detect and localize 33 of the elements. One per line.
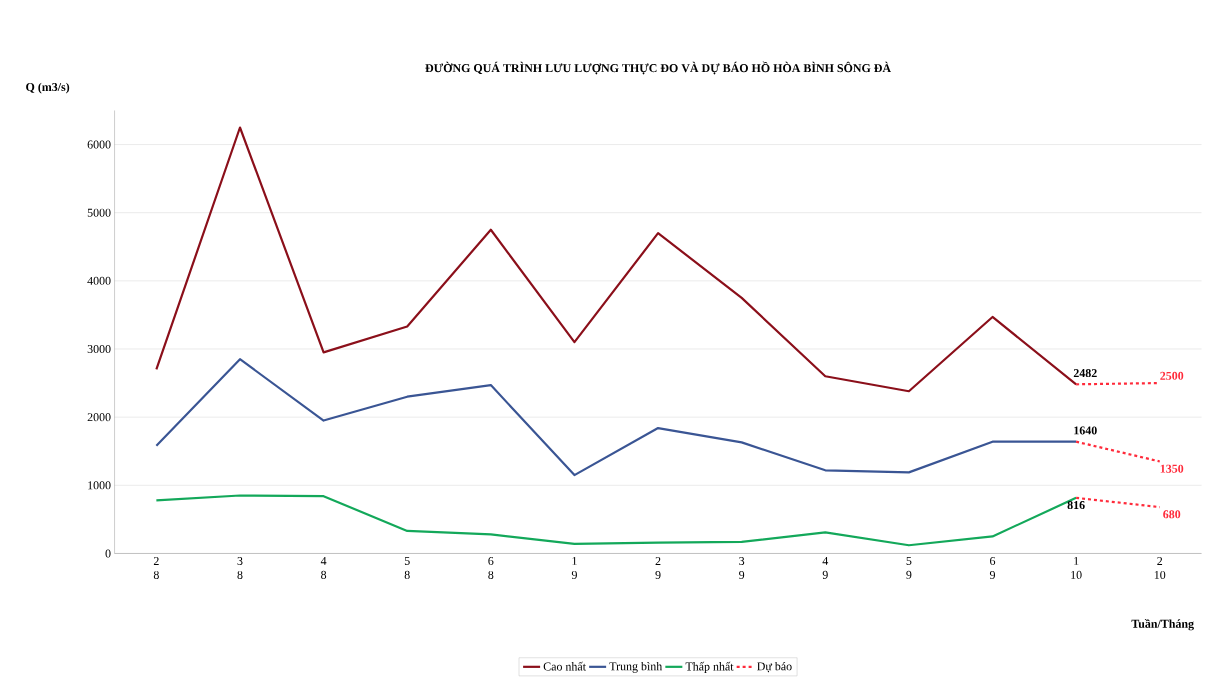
y-tick-label: 0 [105,549,111,558]
x-tick-label: 4 8 [320,556,327,579]
data-label: 816 [1067,501,1085,510]
x-tick-label: 5 8 [404,556,410,579]
x-tick-label: 4 9 [822,556,829,579]
data-label: 1640 [1074,426,1097,435]
legend-label: Trung bình [609,661,663,673]
y-tick-label: 5000 [87,208,111,217]
y-tick-label: 4000 [87,276,111,285]
x-tick-label: 6 9 [989,556,996,579]
y-tick-label: 6000 [87,140,111,149]
data-label: 2482 [1073,369,1097,378]
x-tick-label: 1 9 [571,556,577,579]
legend-label: Thấp nhất [685,661,734,673]
y-tick-label: 1000 [88,481,111,490]
x-tick-label: 5 9 [906,556,912,579]
x-tick-label: 3 9 [739,556,745,579]
x-tick-label: 2 10 [1154,556,1166,579]
x-tick-label: 6 8 [488,556,494,579]
x-tick-label: 1 10 [1071,556,1082,579]
y-tick-label: 2000 [87,413,111,422]
data-label: 1350 [1160,464,1184,473]
y-tick-label: 3000 [87,344,111,354]
data-label: 680 [1163,510,1181,519]
legend-label: Cao nhất [543,661,586,671]
chart-title: ĐƯỜNG QUÁ TRÌNH LƯU LƯỢNG THỰC ĐO VÀ DỰ BÁO HỒ HÒA BÌNH SÔNG ĐÀ [425,61,891,75]
legend-label: Dự báo [757,661,792,673]
y-axis-title: Q (m3/s) [26,82,70,94]
data-label: 2500 [1160,371,1184,380]
x-tick-label: 2 9 [655,556,661,579]
x-axis-title: Tuần/Tháng [1131,618,1194,631]
x-tick-label: 2 8 [153,556,159,579]
x-tick-label: 3 8 [237,556,243,579]
